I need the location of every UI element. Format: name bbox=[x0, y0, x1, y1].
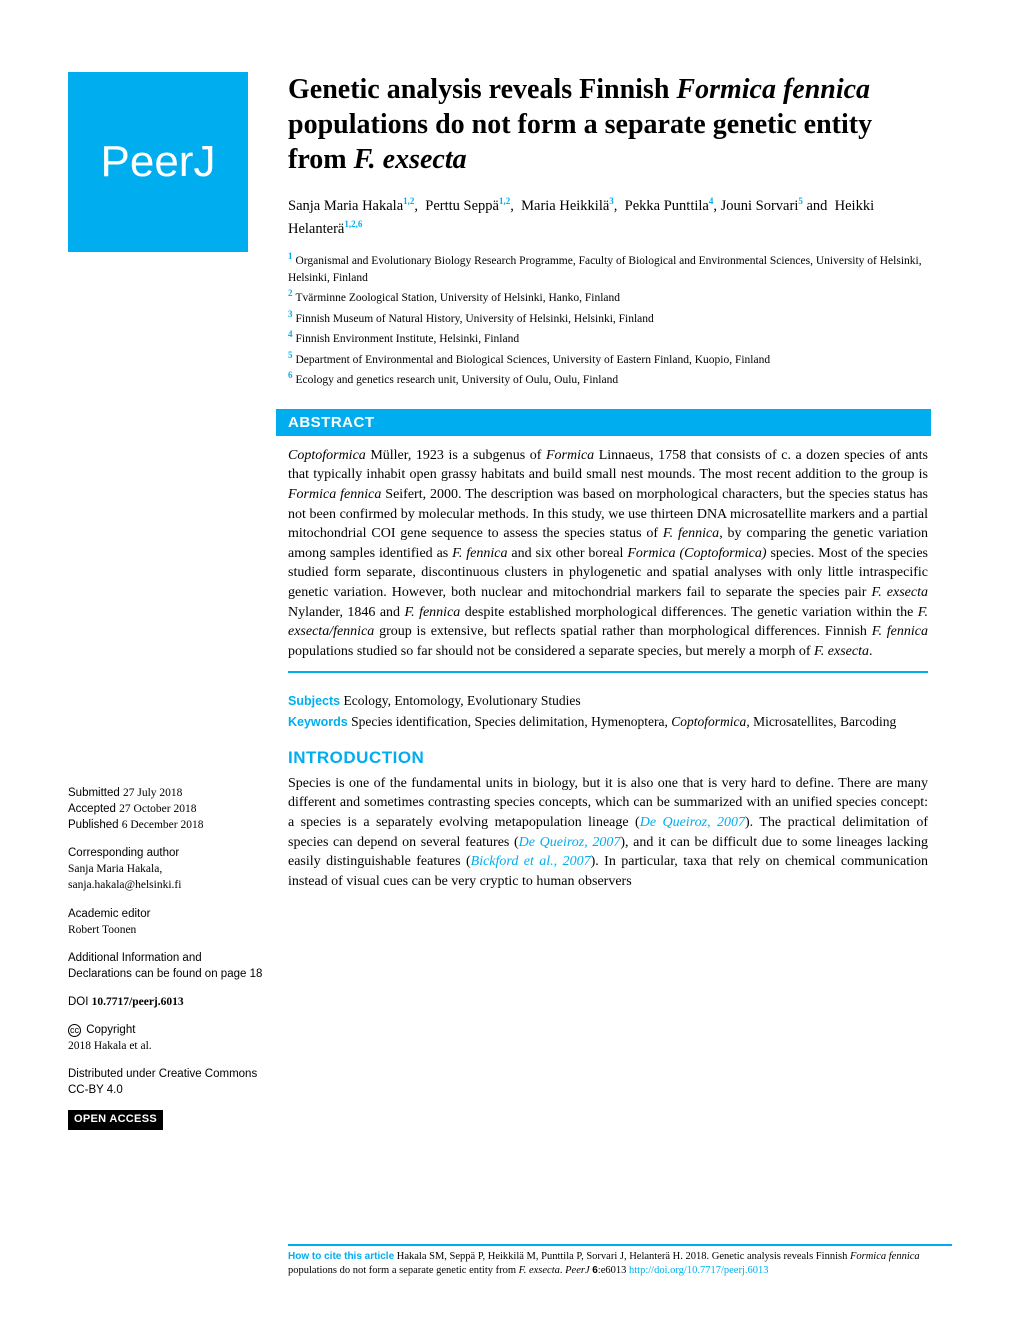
main-column: Genetic analysis reveals Finnish Formica… bbox=[288, 72, 928, 891]
subjects-keywords: Subjects Ecology, Entomology, Evolutiona… bbox=[288, 691, 928, 732]
metadata-sidebar: Submitted 27 July 2018 Accepted 27 Octob… bbox=[68, 785, 263, 1130]
affiliation-item: 5Department of Environmental and Biologi… bbox=[288, 349, 928, 369]
subjects-text: Ecology, Entomology, Evolutionary Studie… bbox=[343, 693, 580, 708]
affiliation-item: 4Finnish Environment Institute, Helsinki… bbox=[288, 328, 928, 348]
intro-text: Species is one of the fundamental units … bbox=[288, 774, 928, 892]
keywords-label: Keywords bbox=[288, 715, 348, 729]
peerj-logo: PeerJ bbox=[68, 72, 248, 252]
submitted-date: 27 July 2018 bbox=[123, 787, 182, 799]
doi-block: DOI 10.7717/peerj.6013 bbox=[68, 994, 263, 1010]
authors: Sanja Maria Hakala1,2, Perttu Seppä1,2, … bbox=[288, 195, 928, 240]
additional-info[interactable]: Additional Information and Declarations … bbox=[68, 950, 263, 982]
editor-label: Academic editor bbox=[68, 906, 263, 922]
cc-icon: cc bbox=[68, 1024, 81, 1037]
copyright-label: Copyright bbox=[86, 1024, 135, 1036]
published-label: Published bbox=[68, 819, 119, 831]
affiliation-item: 2Tvärminne Zoological Station, Universit… bbox=[288, 287, 928, 307]
abstract-text: Coptoformica Müller, 1923 is a subgenus … bbox=[288, 436, 928, 674]
logo-text: PeerJ bbox=[101, 137, 216, 187]
abstract-heading: ABSTRACT bbox=[276, 409, 931, 436]
corresponding-email[interactable]: sanja.hakala@helsinki.fi bbox=[68, 877, 263, 893]
accepted-date: 27 October 2018 bbox=[119, 803, 196, 815]
citation-footer: How to cite this article Hakala SM, Sepp… bbox=[288, 1244, 952, 1278]
subjects-label: Subjects bbox=[288, 694, 340, 708]
intro-heading: INTRODUCTION bbox=[288, 748, 928, 768]
article-title: Genetic analysis reveals Finnish Formica… bbox=[288, 72, 928, 177]
open-access-badge: OPEN ACCESS bbox=[68, 1110, 163, 1129]
distributed-text[interactable]: Distributed under Creative Commons CC-BY… bbox=[68, 1066, 263, 1098]
affiliation-item: 3Finnish Museum of Natural History, Univ… bbox=[288, 308, 928, 328]
affiliations: 1Organismal and Evolutionary Biology Res… bbox=[288, 250, 928, 389]
submitted-label: Submitted bbox=[68, 787, 120, 799]
accepted-label: Accepted bbox=[68, 803, 116, 815]
doi-value[interactable]: 10.7717/peerj.6013 bbox=[92, 996, 184, 1008]
copyright-text: 2018 Hakala et al. bbox=[68, 1038, 263, 1054]
keywords-text: Species identification, Species delimita… bbox=[351, 714, 896, 729]
doi-label: DOI bbox=[68, 996, 88, 1008]
affiliation-item: 1Organismal and Evolutionary Biology Res… bbox=[288, 250, 928, 286]
dates-block: Submitted 27 July 2018 Accepted 27 Octob… bbox=[68, 785, 263, 833]
copyright-block: cc Copyright 2018 Hakala et al. bbox=[68, 1022, 263, 1054]
corresponding-block: Corresponding author Sanja Maria Hakala,… bbox=[68, 845, 263, 893]
article-page: PeerJ Genetic analysis reveals Finnish F… bbox=[0, 0, 1020, 1320]
cite-label: How to cite this article bbox=[288, 1251, 394, 1262]
editor-block: Academic editor Robert Toonen bbox=[68, 906, 263, 938]
corresponding-name: Sanja Maria Hakala, bbox=[68, 861, 263, 877]
corresponding-label: Corresponding author bbox=[68, 845, 263, 861]
published-date: 6 December 2018 bbox=[122, 819, 204, 831]
editor-name: Robert Toonen bbox=[68, 922, 263, 938]
affiliation-item: 6Ecology and genetics research unit, Uni… bbox=[288, 369, 928, 389]
